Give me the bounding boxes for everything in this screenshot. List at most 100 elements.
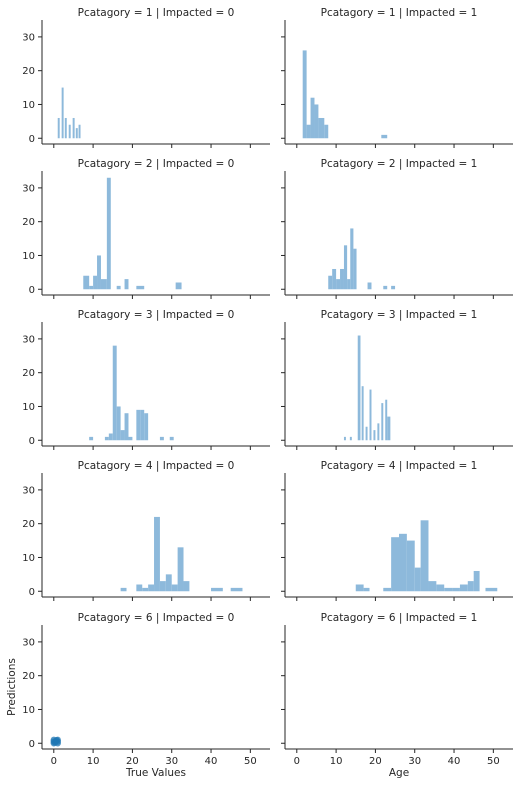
x-tick-label: 40 [448,756,461,767]
histogram-bar [106,177,111,290]
histogram-bar [369,389,372,441]
histogram-bar [399,533,407,592]
histogram-bar [343,436,346,441]
histogram-bar [332,268,337,290]
x-axis-label-left: True Values [125,767,186,779]
histogram-bar [467,581,474,592]
histogram-bar [428,581,437,592]
x-tick-label: 50 [487,756,500,767]
histogram-bar [177,547,184,592]
histogram-bar [89,285,94,290]
histogram-bar [61,87,64,139]
histogram-bar [452,587,460,592]
histogram-bar [377,423,380,441]
y-tick-label: 20 [22,519,35,530]
y-tick-label: 10 [22,705,35,716]
histogram-bar [385,399,388,441]
histogram-bar [347,279,351,290]
histogram-bar [318,117,325,139]
scatter-point [53,737,60,744]
histogram-bar [336,279,341,290]
y-tick-label: 30 [22,637,35,648]
y-tick-label: 10 [22,402,35,413]
panel-title: Pcatagory = 4 | Impacted = 1 [321,460,478,472]
histogram-bar [361,386,364,441]
panel-title: Pcatagory = 3 | Impacted = 1 [321,309,478,321]
histogram-bar [314,104,319,139]
histogram-bar [211,587,223,592]
y-tick-label: 30 [22,334,35,345]
y-tick-label: 10 [22,251,35,262]
histogram-bar [148,584,155,592]
facet-panel: Pcatagory = 3 | Impacted = 1 [281,309,513,450]
histogram-bar [302,50,307,139]
x-tick-label: 30 [165,756,178,767]
histogram-bar [72,117,75,139]
facet-panel: Pcatagory = 6 | Impacted = 1 0 10 20 30 40 50 [281,612,513,767]
histogram-bar [108,433,113,441]
facet-panel: Pcatagory = 6 | Impacted = 0 0 10 20 30 0 10 20… [22,612,270,767]
y-tick-label: 10 [22,100,35,111]
histogram-bar [83,275,90,290]
histogram-bar [140,409,145,441]
histogram-bar [381,134,388,139]
x-tick-label: 20 [126,756,139,767]
y-tick-label: 0 [29,739,35,750]
panel-title: Pcatagory = 6 | Impacted = 1 [321,612,478,624]
x-tick-label: 10 [330,756,343,767]
facet-panel: Pcatagory = 3 | Impacted = 0 0 10 20 30 [22,309,270,450]
x-tick-label: 20 [369,756,382,767]
histogram-bar [383,285,388,290]
histogram-bar [136,285,145,290]
panel-title: Pcatagory = 2 | Impacted = 1 [321,158,478,170]
panel-title: Pcatagory = 6 | Impacted = 0 [78,612,235,624]
panel-title: Pcatagory = 3 | Impacted = 0 [78,309,235,321]
histogram-bar [169,436,174,441]
x-axis-label-right: Age [389,767,409,779]
histogram-bar [381,403,384,441]
facet-panel: Pcatagory = 1 | Impacted = 1 [281,7,513,148]
histogram-bar [414,567,421,592]
histogram-bar [357,335,361,441]
histogram-bar [365,426,368,441]
y-tick-label: 20 [22,66,35,77]
x-tick-label: 30 [408,756,421,767]
histogram-bar [349,436,352,441]
y-axis-label: Predictions [6,658,18,716]
histogram-bar [97,255,101,290]
histogram-bar [373,430,376,441]
facet-panel: Pcatagory = 2 | Impacted = 0 0 10 20 30 [22,158,270,299]
histogram-bar [355,584,364,592]
histogram-bar [116,406,121,441]
histogram-bar [136,409,141,441]
panel-title: Pcatagory = 1 | Impacted = 0 [78,7,235,19]
histogram-bar [420,520,429,592]
histogram-bar [175,282,182,290]
y-tick-label: 0 [29,436,35,447]
histogram-bar [136,584,143,592]
histogram-bar [473,570,480,592]
y-tick-label: 30 [22,32,35,43]
histogram-bar [75,128,78,139]
x-tick-label: 10 [87,756,100,767]
x-tick-label: 50 [244,756,257,767]
histogram-bar [383,587,392,592]
histogram-bar [310,97,315,139]
y-tick-label: 0 [29,587,35,598]
histogram-bar [406,540,415,592]
histogram-bar [159,581,166,592]
histogram-bar [68,124,71,139]
histogram-bar [350,228,354,290]
x-tick-label: 0 [51,756,57,767]
facet-panel: Pcatagory = 4 | Impacted = 1 [281,460,513,601]
facet-panel: Pcatagory = 4 | Impacted = 0 0 10 20 30 [22,460,270,601]
histogram-bar [124,279,129,290]
histogram-bar [89,436,94,441]
histogram-bar [120,587,127,592]
y-tick-label: 30 [22,485,35,496]
histogram-bar [159,436,164,441]
facet-panel: Pcatagory = 1 | Impacted = 0 0 10 20 30 [22,7,270,148]
y-tick-label: 10 [22,553,35,564]
